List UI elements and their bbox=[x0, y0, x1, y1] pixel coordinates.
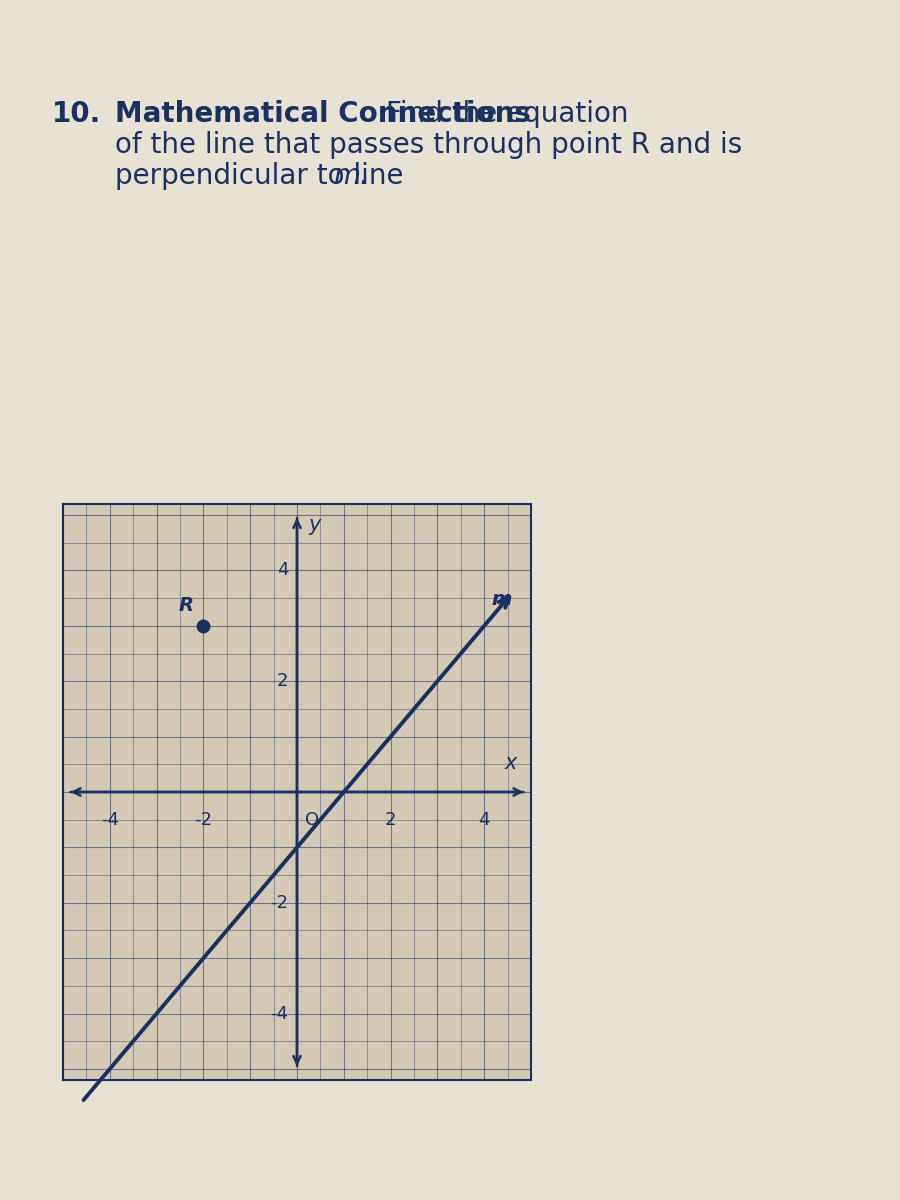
Text: 2: 2 bbox=[277, 672, 289, 690]
Text: m.: m. bbox=[333, 162, 369, 190]
Text: 2: 2 bbox=[385, 811, 396, 829]
Text: m: m bbox=[491, 590, 511, 610]
Text: Mathematical Connections: Mathematical Connections bbox=[115, 100, 531, 128]
Text: 4: 4 bbox=[277, 562, 289, 580]
Text: Find the equation: Find the equation bbox=[377, 100, 628, 128]
Text: 4: 4 bbox=[479, 811, 490, 829]
Text: O: O bbox=[305, 811, 320, 829]
Text: -2: -2 bbox=[271, 894, 289, 912]
Text: -4: -4 bbox=[101, 811, 119, 829]
Text: -2: -2 bbox=[194, 811, 212, 829]
Text: y: y bbox=[309, 515, 321, 535]
Text: x: x bbox=[505, 752, 517, 773]
Text: perpendicular to line: perpendicular to line bbox=[115, 162, 412, 190]
Text: 10.: 10. bbox=[52, 100, 101, 128]
Text: -4: -4 bbox=[271, 1004, 289, 1022]
Text: R: R bbox=[179, 595, 194, 614]
Text: of the line that passes through point R and is: of the line that passes through point R … bbox=[115, 131, 742, 158]
